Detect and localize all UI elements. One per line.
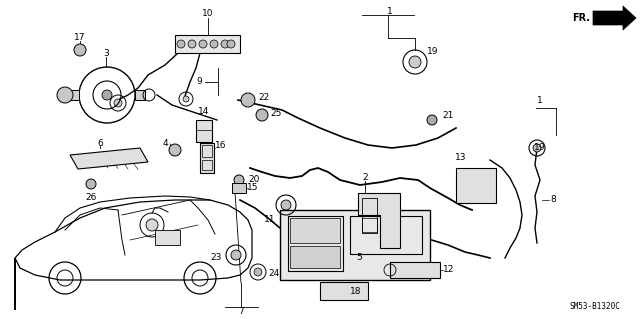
Text: 9: 9 (196, 78, 202, 86)
Text: 25: 25 (270, 108, 282, 117)
Text: 4: 4 (163, 138, 168, 147)
Bar (290, 218, 340, 243)
Bar (155, 230, 180, 245)
Bar (280, 210, 430, 280)
Circle shape (102, 90, 112, 100)
Text: 2: 2 (362, 173, 368, 182)
Bar (202, 145, 212, 157)
Text: 16: 16 (215, 140, 227, 150)
Text: 8: 8 (550, 196, 556, 204)
Circle shape (533, 144, 541, 152)
Bar (290, 246, 340, 268)
Text: 5: 5 (356, 253, 362, 262)
Circle shape (57, 87, 73, 103)
Polygon shape (135, 90, 145, 100)
Circle shape (281, 200, 291, 210)
Text: 11: 11 (264, 216, 275, 225)
Circle shape (231, 250, 241, 260)
Circle shape (86, 179, 96, 189)
Polygon shape (593, 6, 636, 30)
Polygon shape (70, 148, 148, 169)
Bar (362, 218, 377, 232)
Text: 12: 12 (443, 265, 454, 275)
Bar (320, 282, 368, 300)
Circle shape (74, 44, 86, 56)
Text: 22: 22 (258, 93, 269, 101)
Text: SM53-B1320C: SM53-B1320C (569, 302, 620, 311)
Text: 20: 20 (248, 175, 259, 184)
Bar (196, 120, 212, 142)
Circle shape (241, 93, 255, 107)
Bar (200, 143, 214, 173)
Text: 19: 19 (534, 144, 546, 152)
Text: FR.: FR. (572, 13, 590, 23)
Bar (202, 160, 212, 170)
Circle shape (183, 96, 189, 102)
Bar (232, 183, 246, 193)
Circle shape (188, 40, 196, 48)
Text: 6: 6 (97, 138, 103, 147)
Circle shape (234, 175, 244, 185)
Text: 7: 7 (238, 308, 244, 316)
Bar (390, 262, 440, 278)
Bar (196, 120, 212, 130)
Circle shape (146, 219, 158, 231)
Circle shape (221, 40, 229, 48)
Text: 13: 13 (455, 153, 467, 162)
Text: 15: 15 (247, 183, 259, 192)
Text: 23: 23 (211, 254, 222, 263)
Text: 10: 10 (202, 10, 214, 19)
Circle shape (169, 144, 181, 156)
Polygon shape (69, 90, 79, 100)
Text: 24: 24 (268, 269, 279, 278)
Text: 18: 18 (350, 286, 362, 295)
Text: 17: 17 (74, 33, 86, 41)
Circle shape (256, 109, 268, 121)
Circle shape (227, 40, 235, 48)
Polygon shape (358, 193, 400, 248)
Bar (288, 216, 343, 271)
Text: 19: 19 (427, 48, 438, 56)
Text: 1: 1 (537, 96, 543, 105)
Text: 1: 1 (387, 6, 393, 16)
Circle shape (177, 40, 185, 48)
Circle shape (409, 56, 421, 68)
Bar (456, 168, 496, 203)
Circle shape (427, 115, 437, 125)
Text: 14: 14 (198, 107, 210, 116)
Bar (362, 198, 377, 233)
Bar (175, 35, 240, 53)
Text: 3: 3 (103, 49, 109, 58)
Text: 26: 26 (85, 193, 97, 202)
Circle shape (210, 40, 218, 48)
Circle shape (254, 268, 262, 276)
Circle shape (114, 99, 122, 107)
Bar (350, 216, 422, 254)
Text: 21: 21 (442, 110, 453, 120)
Circle shape (199, 40, 207, 48)
